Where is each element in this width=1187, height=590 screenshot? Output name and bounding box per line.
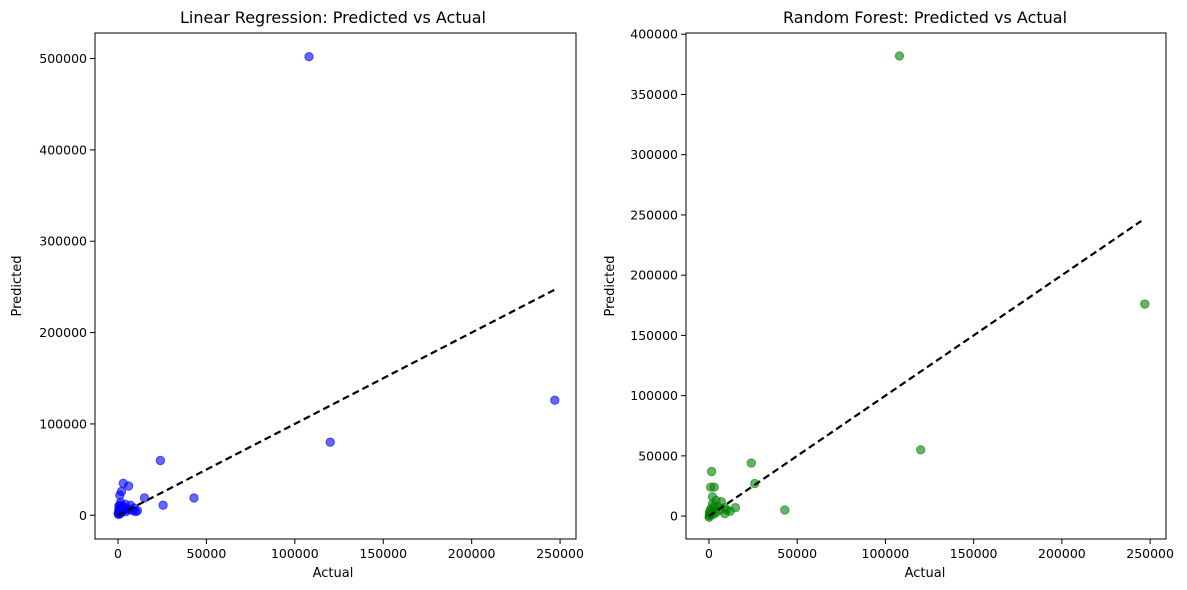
y-tick-label: 400000 — [39, 142, 87, 157]
reference-line-group — [117, 288, 556, 517]
y-tick-label: 100000 — [630, 388, 678, 403]
scatter-point — [550, 395, 560, 405]
y-tick-label: 300000 — [39, 234, 87, 249]
scatter-point — [916, 445, 926, 455]
scatter-point — [123, 481, 134, 491]
y-tick-label: 150000 — [630, 328, 678, 343]
scatter-point — [709, 482, 719, 492]
y-tick-label: 0 — [79, 508, 87, 523]
x-tick-label: 150000 — [950, 546, 998, 561]
x-axis-label: Actual — [313, 566, 354, 581]
x-tick-label: 100000 — [862, 546, 910, 561]
x-axis-ticks: 0 50000 100000 150000 200000 250000 — [705, 539, 1174, 561]
scatter-point — [304, 52, 314, 62]
axes-frame — [685, 32, 1167, 540]
chart-title: Random Forest: Predicted vs Actual — [783, 8, 1067, 27]
y-tick-label: 300000 — [630, 147, 678, 162]
scatter-point — [139, 493, 150, 503]
y-axis-ticks: 0 50000 100000 150000 200000 250000 300000 3500… — [630, 27, 686, 524]
y-axis-label: Predicted — [10, 255, 25, 316]
scatter-point — [158, 500, 168, 510]
y-tick-label: 100000 — [39, 416, 87, 431]
y-tick-label: 200000 — [39, 325, 87, 340]
scatter-point — [894, 51, 905, 61]
y-axis-ticks: 0 100000 200000 300000 400000 500000 — [39, 51, 95, 523]
scatter-point — [155, 455, 166, 466]
x-tick-label: 250000 — [536, 546, 584, 561]
scatter-points — [704, 51, 1150, 522]
axes-frame — [94, 32, 577, 540]
x-axis-label: Actual — [905, 566, 946, 581]
x-tick-label: 0 — [114, 546, 122, 561]
subplot-random-forest: Random Forest: Predicted vs Actual 0 5000… — [603, 8, 1174, 581]
y-tick-label: 50000 — [638, 448, 678, 463]
scatter-point — [325, 437, 335, 447]
scatter-point — [746, 458, 756, 468]
subplot-linear-regression: Linear Regression: Predicted vs Actual 0… — [10, 8, 584, 581]
x-tick-label: 50000 — [777, 546, 817, 561]
scatter-point — [114, 504, 124, 514]
scatter-point — [189, 493, 199, 503]
y-tick-label: 250000 — [630, 207, 678, 222]
x-tick-label: 200000 — [448, 546, 496, 561]
y-tick-label: 350000 — [630, 87, 678, 102]
chart-title: Linear Regression: Predicted vs Actual — [180, 8, 486, 27]
x-axis-ticks: 0 50000 100000 150000 200000 250000 — [114, 539, 584, 561]
scatter-point — [780, 505, 790, 515]
y-tick-label: 500000 — [39, 51, 87, 66]
x-tick-label: 100000 — [271, 546, 319, 561]
y-tick-label: 400000 — [630, 27, 678, 42]
y-tick-label: 0 — [670, 509, 678, 524]
y-axis-label: Predicted — [603, 255, 618, 316]
x-tick-label: 250000 — [1126, 546, 1174, 561]
y-tick-label: 200000 — [630, 268, 678, 283]
scatter-points — [113, 52, 560, 519]
x-tick-label: 50000 — [187, 546, 227, 561]
scatter-point — [725, 506, 735, 516]
x-tick-label: 0 — [705, 546, 713, 561]
reference-line — [117, 288, 556, 517]
scatter-point — [1140, 299, 1150, 309]
scatter-point — [706, 466, 717, 477]
x-tick-label: 150000 — [359, 546, 407, 561]
x-tick-label: 200000 — [1038, 546, 1086, 561]
